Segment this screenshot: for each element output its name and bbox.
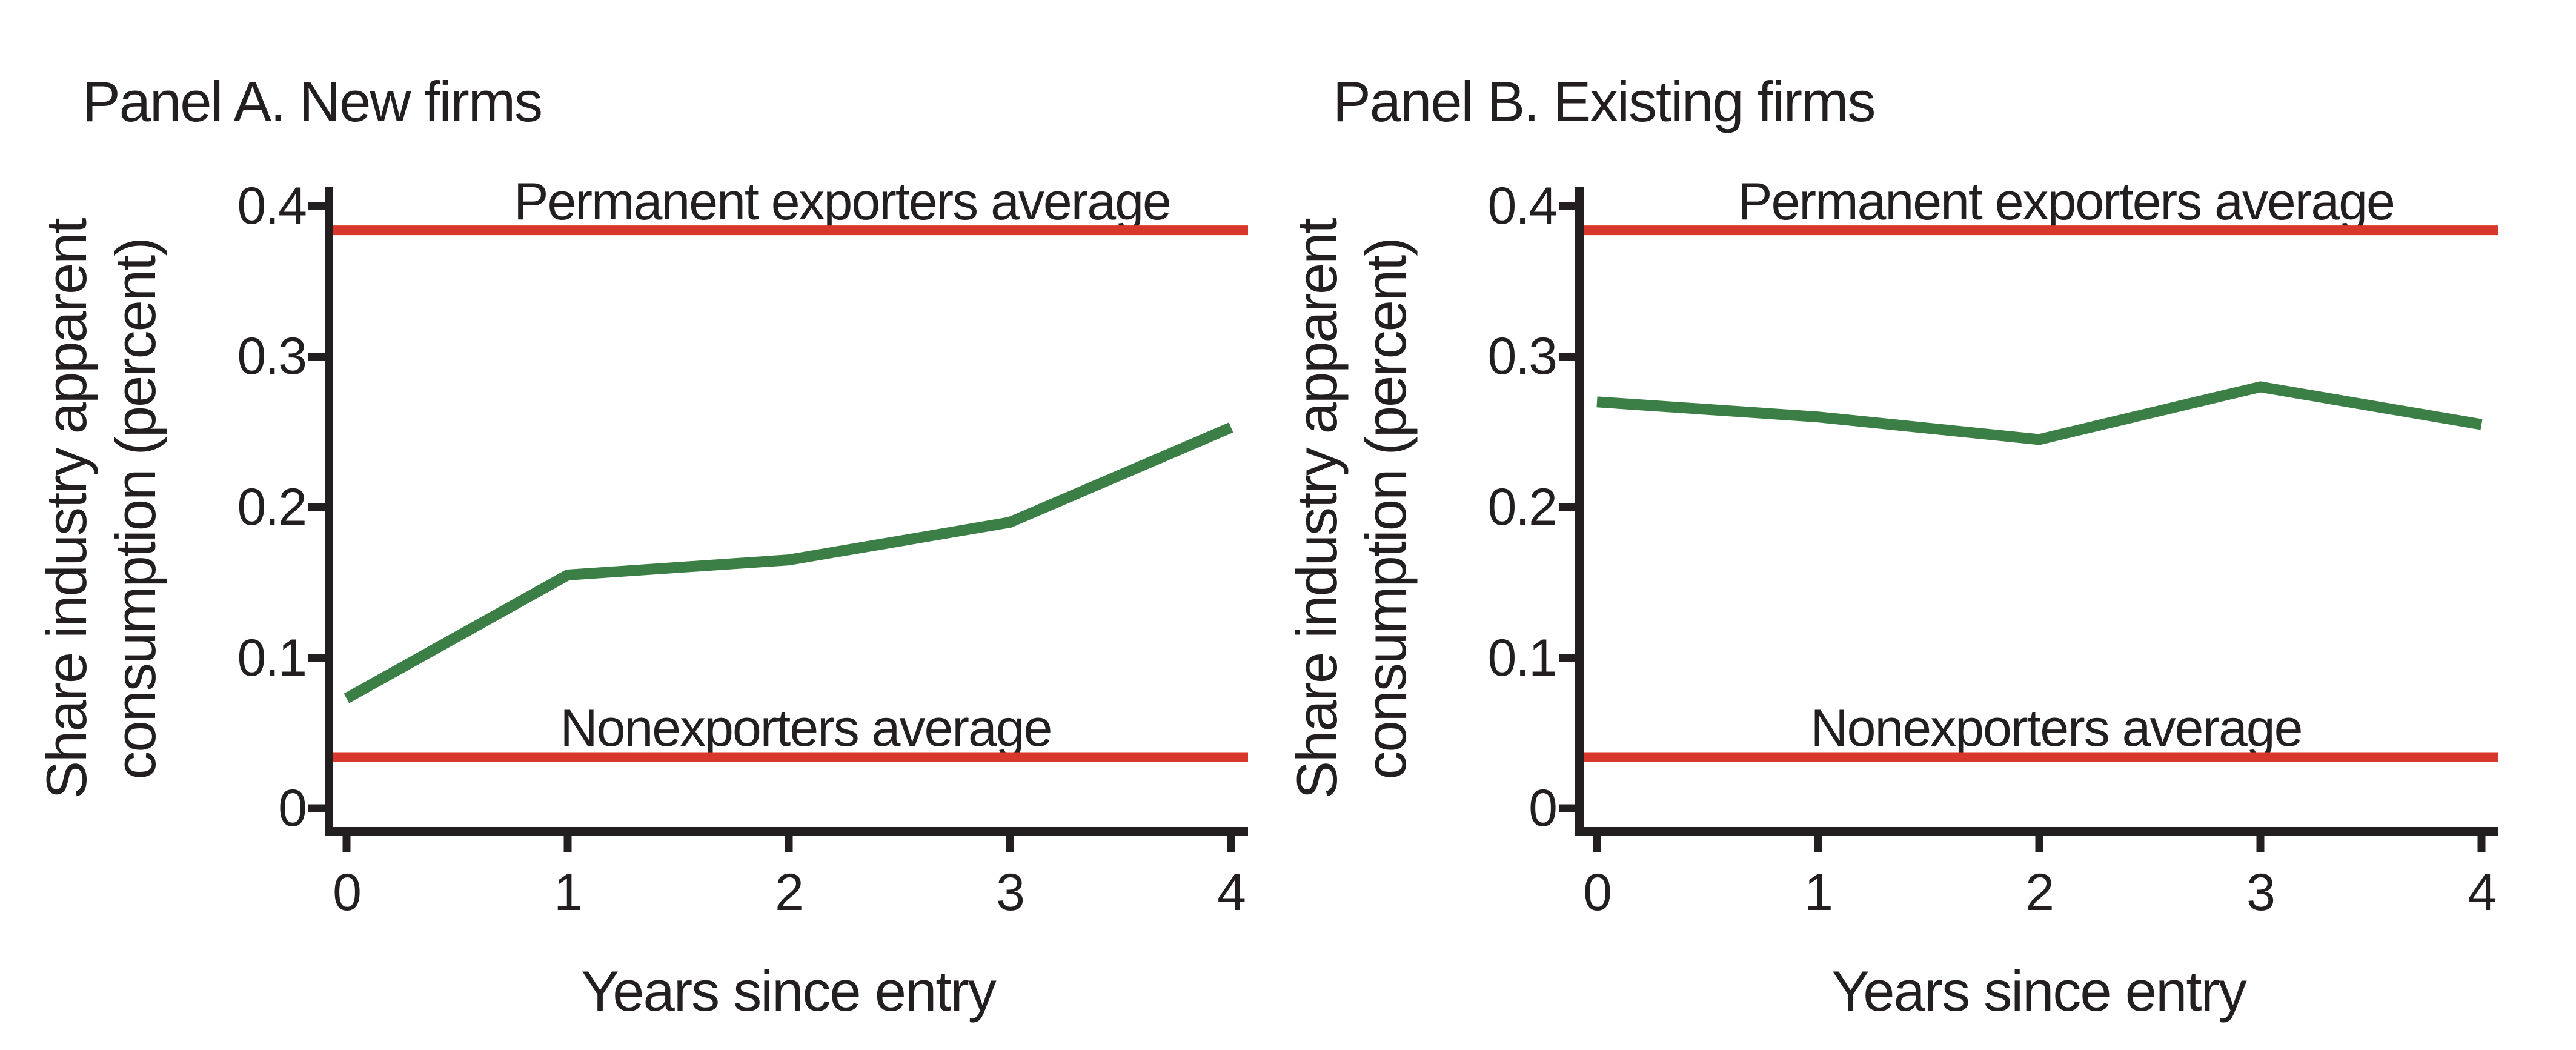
panel-b-title: Panel B. Existing firms: [1333, 70, 1874, 133]
panel-a-ytick-label: 0.3: [237, 327, 306, 385]
panel-a-ytick-label: 0.2: [237, 478, 306, 536]
panel-b-plot-shapes: [1559, 187, 2498, 852]
panel-b-nonexporters-label: Nonexporters average: [1811, 699, 2302, 757]
panel-a-xtick-label: 2: [775, 863, 803, 922]
panel-a-plot-shapes: [308, 187, 1248, 852]
panel-a-xtick-label: 0: [333, 863, 360, 922]
panel-b-ylabel-line2: consumption (percent): [1354, 238, 1418, 779]
panel-a-ylabel-line2: consumption (percent): [104, 238, 167, 779]
panel-b-data-line: [1596, 381, 2483, 445]
panel-b-ytick-label: 0.2: [1487, 478, 1556, 536]
panel-b: Panel B. Existing firms Share industry a…: [1285, 70, 2498, 1023]
panel-b-xtick-label: 4: [2468, 863, 2495, 922]
panel-a-ytick-label: 0: [278, 779, 306, 837]
panel-b-ytick-label: 0: [1529, 779, 1556, 837]
panel-a-data-line: [344, 422, 1233, 703]
panel-b-xlabel: Years since entry: [1831, 959, 2247, 1023]
panel-a-title: Panel A. New firms: [82, 70, 542, 133]
panel-b-xtick-label: 1: [1804, 863, 1832, 922]
panel-b-ytick-label: 0.1: [1487, 629, 1556, 687]
panel-b-permanent-exporters-label: Permanent exporters average: [1738, 173, 2394, 231]
panel-b-xtick-label: 3: [2246, 863, 2274, 922]
panel-a: Panel A. New firms Share industry appare…: [35, 70, 1248, 1023]
panel-a-xtick-label: 4: [1217, 863, 1245, 922]
panel-a-ytick-label: 0.1: [237, 629, 306, 687]
panel-b-ytick-label: 0.3: [1487, 327, 1556, 385]
panel-a-permanent-exporters-label: Permanent exporters average: [514, 173, 1170, 231]
panel-a-ylabel-line1: Share industry apparent: [35, 218, 98, 799]
panel-a-nonexporters-label: Nonexporters average: [560, 699, 1052, 757]
panel-b-xtick-label: 0: [1583, 863, 1611, 922]
panel-a-xtick-label: 1: [554, 863, 582, 922]
panel-a-ytick-label: 0.4: [237, 177, 306, 235]
panel-b-xtick-label: 2: [2025, 863, 2053, 922]
panel-a-xlabel: Years since entry: [581, 959, 997, 1023]
panel-a-xtick-label: 3: [996, 863, 1024, 922]
panel-b-ytick-label: 0.4: [1487, 177, 1556, 235]
panel-b-ylabel-line1: Share industry apparent: [1285, 218, 1349, 799]
